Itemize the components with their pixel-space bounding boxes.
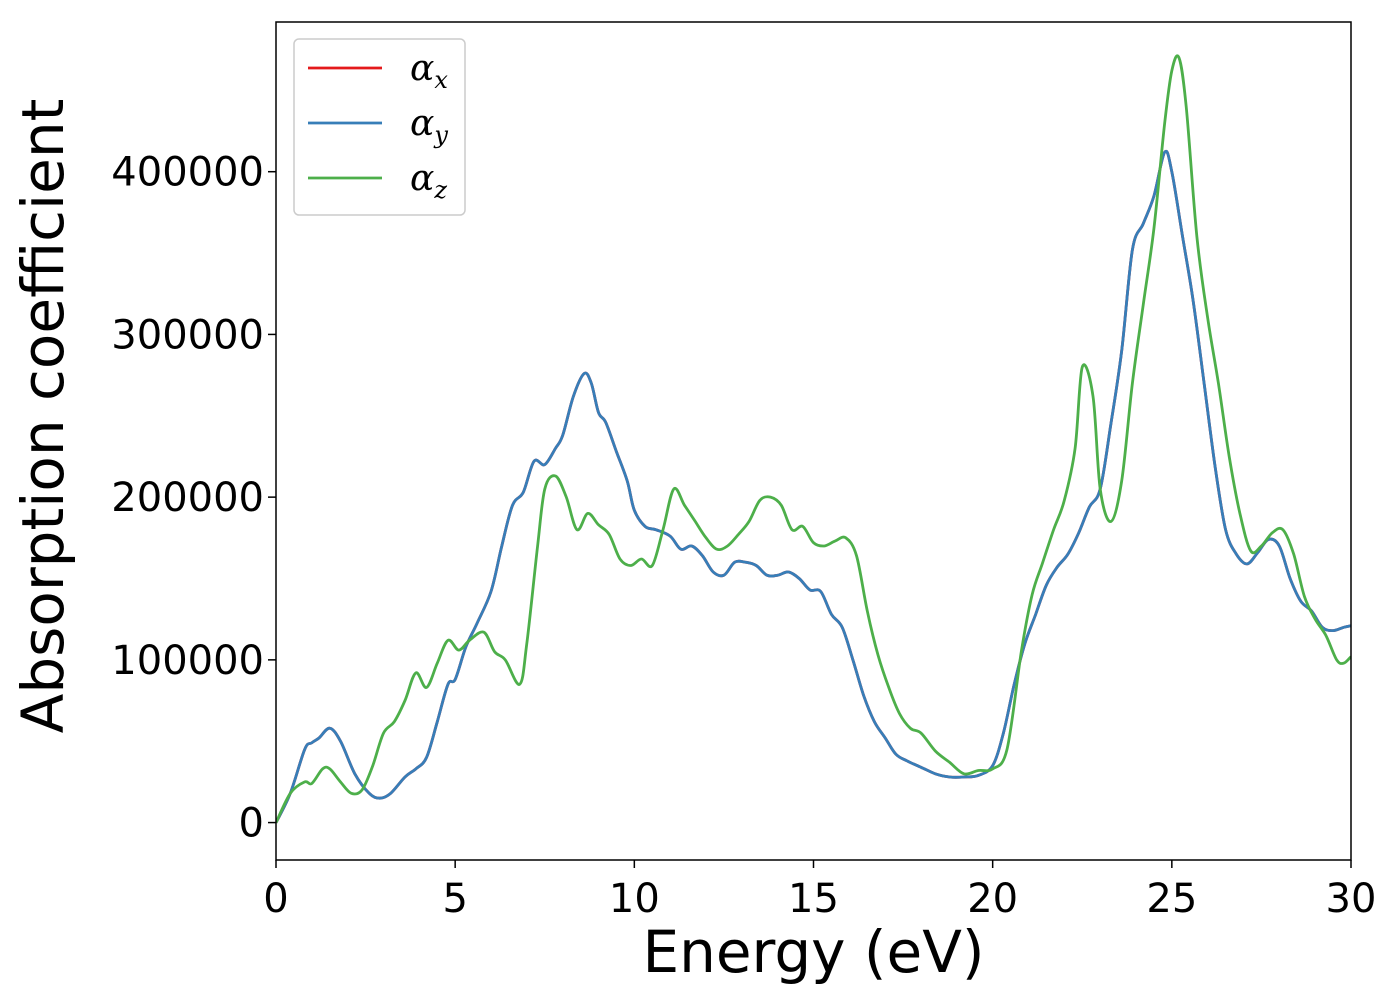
legend-symbol: α bbox=[410, 103, 434, 144]
legend-symbol: α bbox=[410, 158, 434, 199]
series-line-2 bbox=[276, 54, 1351, 824]
x-axis: 0 5 10 15 20 25 30 bbox=[263, 860, 1376, 922]
legend-symbol: α bbox=[410, 48, 434, 89]
x-tick-label: 30 bbox=[1326, 876, 1377, 922]
y-axis: 0 100000 200000 300000 400000 bbox=[111, 150, 276, 847]
y-tick-label: 0 bbox=[239, 801, 264, 847]
chart-lines bbox=[276, 54, 1351, 824]
x-axis-title: Energy (eV) bbox=[642, 918, 984, 986]
y-tick-label: 400000 bbox=[111, 150, 264, 196]
legend-entry: αy bbox=[410, 103, 448, 149]
x-tick-label: 0 bbox=[263, 876, 288, 922]
legend-entry: αx bbox=[410, 48, 448, 94]
legend-box bbox=[293, 38, 466, 216]
x-tick-label: 15 bbox=[788, 876, 839, 922]
x-tick-label: 25 bbox=[1146, 876, 1197, 922]
y-tick-label: 200000 bbox=[111, 475, 264, 521]
legend-subscript: y bbox=[433, 121, 448, 149]
legend-entry: αz bbox=[410, 158, 447, 204]
y-axis-title: Absorption coefficient bbox=[9, 99, 77, 734]
x-tick-label: 10 bbox=[609, 876, 660, 922]
y-tick-label: 100000 bbox=[111, 638, 264, 684]
x-tick-label: 20 bbox=[967, 876, 1018, 922]
legend-subscript: x bbox=[434, 66, 448, 94]
legend-subscript: z bbox=[433, 176, 447, 204]
series-line-1 bbox=[276, 149, 1351, 824]
x-tick-label: 5 bbox=[442, 876, 467, 922]
y-tick-label: 300000 bbox=[111, 312, 264, 358]
